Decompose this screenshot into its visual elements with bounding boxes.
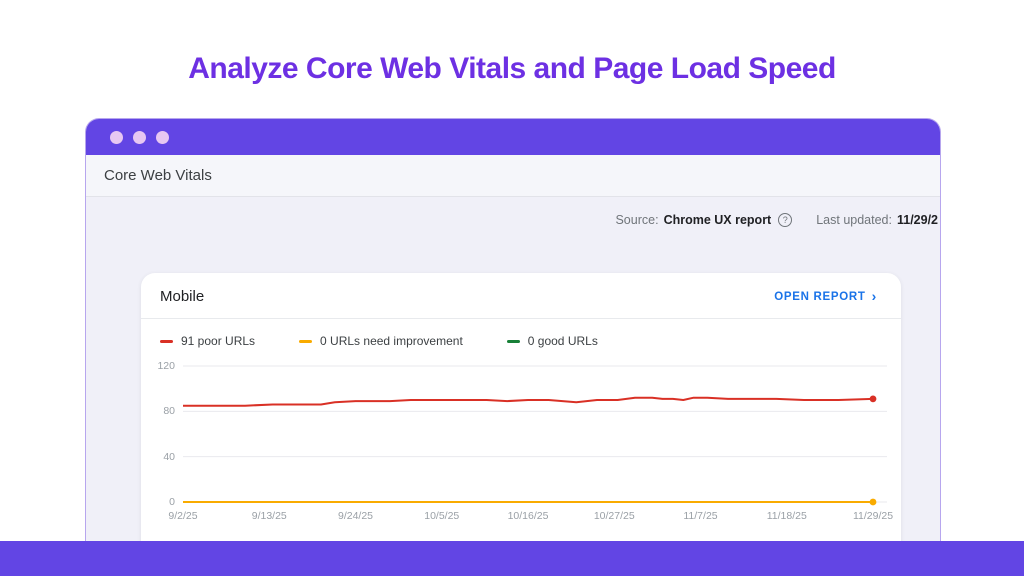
help-icon[interactable]: ?	[778, 213, 793, 227]
window-control-icon[interactable]	[110, 130, 123, 144]
x-tick-label: 9/24/25	[337, 510, 374, 522]
x-tick-label: 11/18/25	[766, 510, 807, 522]
card-title: Mobile	[160, 288, 205, 305]
x-tick-label: 10/16/25	[507, 510, 549, 522]
x-tick-label: 11/29/25	[852, 510, 894, 522]
chevron-right-icon: ›	[871, 287, 877, 304]
browser-window-mockup: Core Web Vitals Source: Chrome UX report…	[85, 118, 941, 541]
legend-label: 0 good URLs	[527, 334, 598, 348]
needs-improvement-dash-icon	[299, 339, 313, 343]
breadcrumb-bar: Core Web Vitals	[86, 155, 940, 197]
mobile-report-card: Mobile OPEN REPORT › 91 poor URLs 0 URLs…	[141, 273, 901, 541]
breadcrumb: Core Web Vitals	[104, 167, 212, 184]
window-control-icon[interactable]	[156, 130, 169, 144]
y-tick-label: 80	[163, 405, 175, 418]
source-row: Source: Chrome UX report ? Last updated:…	[86, 197, 940, 227]
line-chart: 0 40 80 120 9/2/25 9/13/25 9/24/25 10/5/25 10/1…	[141, 360, 901, 541]
bottom-accent-band	[0, 541, 1024, 576]
legend-label: 0 URLs need improvement	[320, 334, 463, 348]
y-tick-label: 0	[169, 496, 175, 508]
poor-urls-dash-icon	[160, 339, 173, 343]
legend-label: 91 poor URLs	[181, 334, 256, 348]
y-tick-label: 120	[157, 360, 175, 372]
x-tick-label: 9/13/25	[251, 510, 287, 522]
legend-item-needs-improvement: 0 URLs need improvement	[299, 334, 463, 348]
window-titlebar	[86, 119, 940, 155]
page-title: Analyze Core Web Vitals and Page Load Sp…	[188, 52, 836, 85]
x-tick-label: 9/2/25	[168, 510, 198, 522]
x-axis-labels: 9/2/25 9/13/25 9/24/25 10/5/25 10/16/25 10/27…	[168, 510, 893, 524]
last-updated-value: 11/29/2	[896, 213, 938, 227]
source-label: Source:	[615, 213, 659, 227]
legend-item-poor: 91 poor URLs	[160, 334, 255, 348]
last-updated-label: Last updated:	[816, 213, 892, 227]
good-urls-dash-icon	[506, 339, 520, 343]
x-tick-label: 11/7/25	[683, 510, 718, 522]
x-tick-label: 10/5/25	[424, 510, 460, 522]
y-tick-label: 40	[163, 450, 175, 463]
open-report-label: OPEN REPORT	[774, 290, 866, 303]
card-header: Mobile OPEN REPORT ›	[141, 273, 901, 319]
x-tick-label: 10/27/25	[593, 510, 635, 522]
y-axis-labels: 0 40 80 120	[141, 360, 175, 541]
open-report-button[interactable]: OPEN REPORT ›	[774, 287, 877, 305]
source-value: Chrome UX report	[663, 213, 772, 227]
legend-item-good: 0 good URLs	[506, 334, 598, 348]
chart-plot-area	[183, 365, 887, 506]
chart-legend: 91 poor URLs 0 URLs need improvement 0 g…	[141, 319, 901, 348]
window-control-icon[interactable]	[133, 130, 146, 144]
